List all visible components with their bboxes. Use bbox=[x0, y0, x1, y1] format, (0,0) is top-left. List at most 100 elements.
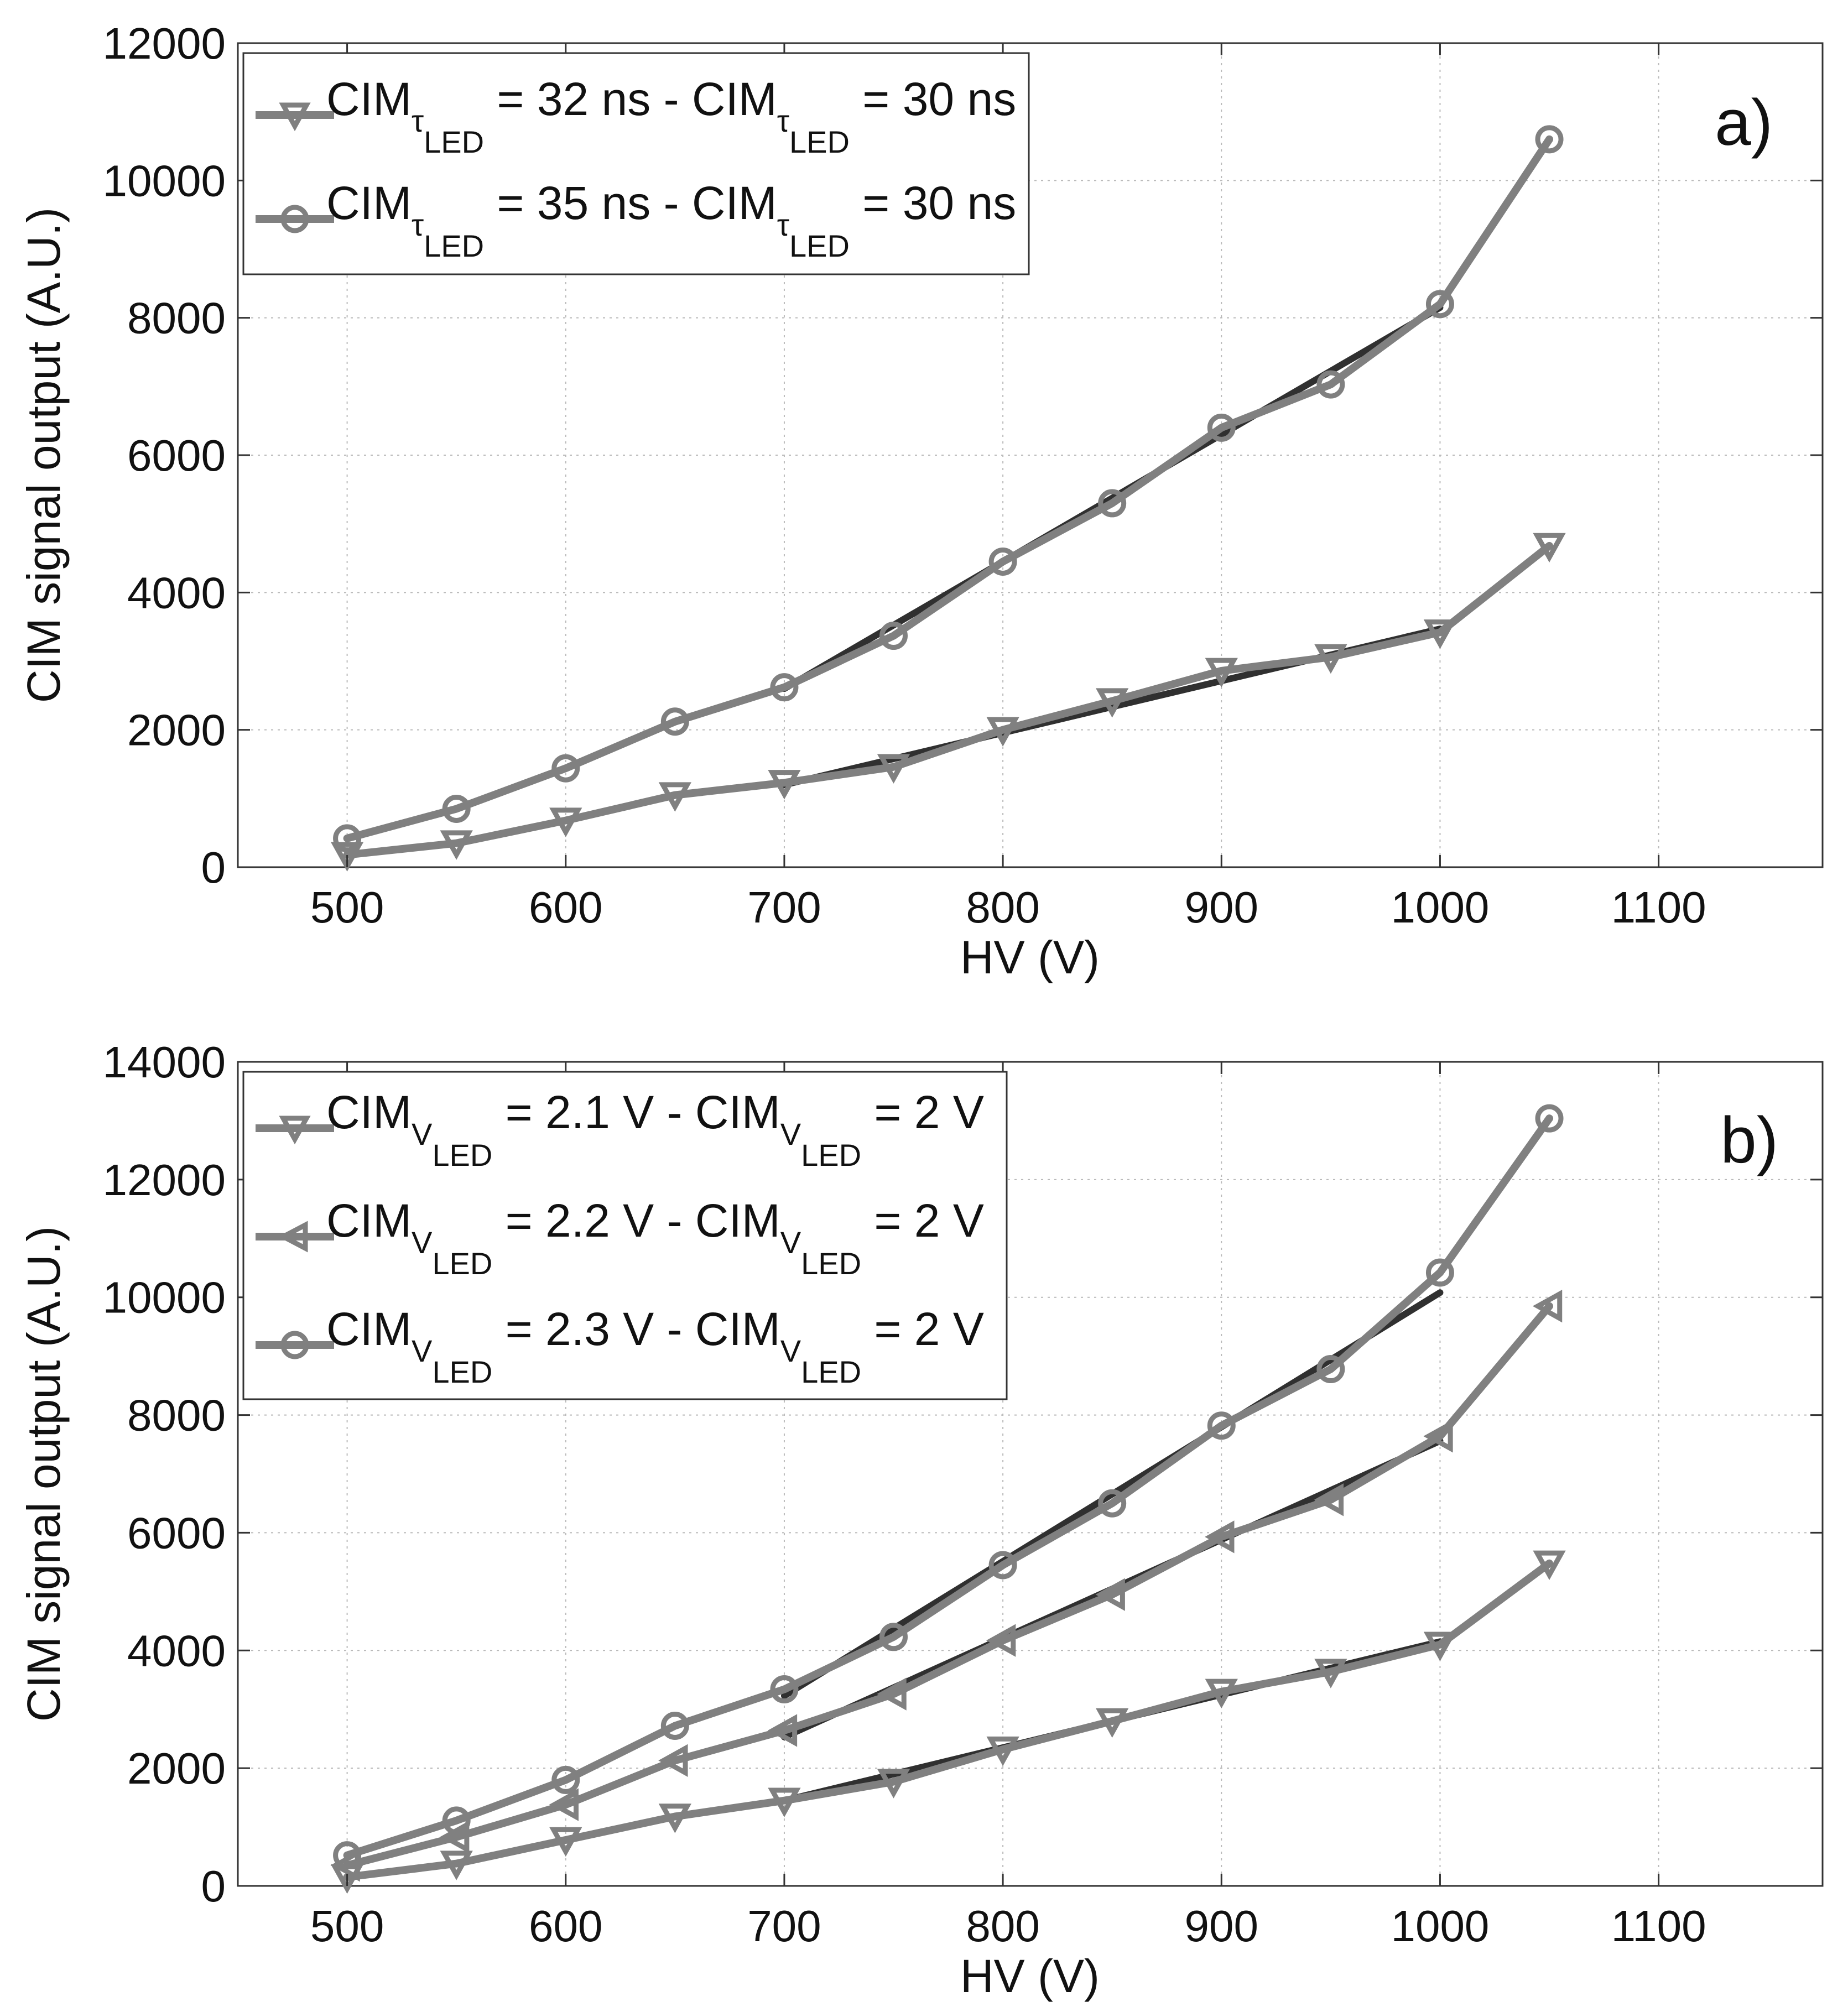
legend-entry-b-0: CIMVLED = 2.1 V - CIMVLED = 2 V bbox=[256, 1086, 984, 1172]
x-tick-label-b-5: 1000 bbox=[1391, 1901, 1489, 1951]
x-tick-label-b-1: 600 bbox=[529, 1901, 602, 1951]
data-point-a-1-9 bbox=[1316, 370, 1345, 399]
x-tick-label-b-6: 1100 bbox=[1611, 1901, 1706, 1951]
data-point-a-1-11 bbox=[1535, 125, 1564, 154]
legend-entry-b-2: CIMVLED = 2.3 V - CIMVLED = 2 V bbox=[256, 1303, 984, 1389]
legend-marker-triangle-down-a-0 bbox=[279, 102, 311, 132]
data-point-a-0-1 bbox=[440, 830, 473, 860]
data-point-b-0-3 bbox=[658, 1803, 691, 1833]
data-point-a-1-10 bbox=[1425, 290, 1454, 319]
legend-label-a-0: CIMτLED = 32 ns - CIMτLED = 30 ns bbox=[326, 73, 1016, 159]
tick-layer-b: 500 600 700 800 900 1000 1100 0 2000 4000 6000 8000… bbox=[103, 1038, 1823, 1951]
y-tick-label-b-1: 2000 bbox=[127, 1744, 226, 1793]
legend-marker-circle-b-2 bbox=[280, 1331, 309, 1359]
data-point-b-0-5 bbox=[877, 1769, 910, 1799]
series-line-b-2 bbox=[343, 1114, 1554, 1859]
y-tick-label-b-3: 6000 bbox=[127, 1508, 226, 1557]
data-point-b-0-1 bbox=[440, 1851, 473, 1880]
data-point-b-2-7 bbox=[1098, 1489, 1127, 1518]
y-axis-label-b: CIM signal output (A.U.) bbox=[18, 1226, 70, 1722]
legend-label-b-0: CIMVLED = 2.1 V - CIMVLED = 2 V bbox=[326, 1086, 984, 1172]
data-point-b-0-9 bbox=[1314, 1659, 1347, 1688]
data-point-b-0-8 bbox=[1205, 1679, 1238, 1708]
x-tick-label-a-5: 1000 bbox=[1391, 883, 1489, 932]
data-point-b-0-7 bbox=[1096, 1708, 1129, 1738]
data-point-a-0-9 bbox=[1314, 644, 1347, 674]
data-point-b-2-4 bbox=[770, 1675, 799, 1704]
data-point-a-0-11 bbox=[1533, 533, 1566, 563]
legend-box-a bbox=[242, 52, 1030, 275]
data-point-b-0-6 bbox=[986, 1736, 1019, 1766]
x-tick-label-a-2: 700 bbox=[747, 883, 821, 932]
x-axis-label-a: HV (V) bbox=[960, 931, 1100, 983]
x-tick-label-a-6: 1100 bbox=[1611, 883, 1706, 932]
y-tick-label-a-3: 6000 bbox=[127, 431, 226, 480]
x-tick-label-a-0: 500 bbox=[310, 883, 384, 932]
series-layer-b bbox=[330, 1104, 1566, 1894]
data-point-b-2-9 bbox=[1316, 1355, 1345, 1384]
legend-label-a-1: CIMτLED = 35 ns - CIMτLED = 30 ns bbox=[326, 177, 1016, 263]
chart-panel-a: 500 600 700 800 900 1000 1100 0 2000 4000 6000 8000… bbox=[18, 19, 1824, 983]
data-point-a-0-4 bbox=[768, 770, 801, 800]
data-point-a-0-5 bbox=[877, 754, 910, 784]
data-point-b-2-1 bbox=[442, 1806, 471, 1835]
data-point-a-1-5 bbox=[879, 622, 908, 650]
y-axis-label-a: CIM signal output (A.U.) bbox=[18, 207, 70, 703]
data-point-b-0-4 bbox=[768, 1787, 801, 1817]
x-tick-label-b-3: 800 bbox=[966, 1901, 1039, 1951]
legend-box-b bbox=[242, 1071, 1008, 1400]
data-point-a-0-7 bbox=[1096, 688, 1129, 718]
series-line-a-1 bbox=[343, 135, 1554, 842]
data-point-b-1-3 bbox=[658, 1744, 688, 1777]
data-point-b-1-7 bbox=[1095, 1578, 1125, 1611]
data-point-b-2-3 bbox=[660, 1712, 689, 1740]
y-tick-label-b-4: 8000 bbox=[127, 1391, 226, 1440]
y-tick-label-a-5: 10000 bbox=[103, 156, 226, 205]
legend-b: CIMVLED = 2.1 V - CIMVLED = 2 V CIMVLED … bbox=[242, 1071, 1008, 1400]
panel-label-b: b) bbox=[1720, 1104, 1778, 1177]
data-point-b-1-0 bbox=[330, 1849, 360, 1882]
x-tick-label-b-2: 700 bbox=[747, 1901, 821, 1951]
x-tick-label-b-0: 500 bbox=[310, 1901, 384, 1951]
data-point-b-2-6 bbox=[988, 1551, 1017, 1580]
data-point-a-0-2 bbox=[549, 807, 582, 837]
data-point-b-2-8 bbox=[1207, 1411, 1236, 1440]
data-point-a-0-6 bbox=[986, 717, 1019, 747]
data-point-b-1-8 bbox=[1205, 1520, 1235, 1554]
legend-label-b-2: CIMVLED = 2.3 V - CIMVLED = 2 V bbox=[326, 1303, 984, 1389]
x-axis-label-b: HV (V) bbox=[960, 1950, 1100, 2002]
series-layer-a bbox=[330, 125, 1566, 872]
panel-label-a: a) bbox=[1715, 86, 1773, 159]
data-point-a-1-4 bbox=[770, 673, 799, 702]
data-point-b-1-4 bbox=[767, 1714, 798, 1747]
legend-entry-a-0: CIMτLED = 32 ns - CIMτLED = 30 ns bbox=[256, 73, 1016, 159]
data-point-a-1-7 bbox=[1098, 489, 1127, 518]
y-tick-label-a-4: 8000 bbox=[127, 294, 226, 343]
data-point-b-2-2 bbox=[551, 1765, 580, 1794]
legend-marker-triangle-down-b-0 bbox=[279, 1116, 311, 1145]
data-point-b-1-5 bbox=[877, 1677, 907, 1711]
x-tick-label-a-3: 800 bbox=[966, 883, 1039, 932]
data-point-b-1-6 bbox=[986, 1624, 1016, 1657]
data-point-b-1-11 bbox=[1532, 1290, 1563, 1323]
grid-layer-a bbox=[238, 43, 1823, 867]
legend-marker-circle-a-1 bbox=[280, 205, 309, 233]
grid-layer-b bbox=[238, 1062, 1823, 1886]
data-point-b-2-0 bbox=[333, 1841, 362, 1870]
y-tick-label-a-6: 12000 bbox=[103, 19, 226, 68]
data-point-a-1-2 bbox=[551, 754, 580, 783]
data-point-b-2-10 bbox=[1425, 1258, 1454, 1287]
y-tick-label-b-0: 0 bbox=[201, 1862, 226, 1911]
data-point-b-2-11 bbox=[1535, 1104, 1564, 1133]
y-tick-label-b-5: 10000 bbox=[103, 1273, 226, 1322]
data-point-a-0-10 bbox=[1423, 619, 1457, 649]
y-tick-label-a-2: 4000 bbox=[127, 568, 226, 617]
data-point-a-1-6 bbox=[988, 547, 1017, 576]
data-point-b-1-2 bbox=[549, 1788, 579, 1821]
data-point-a-0-3 bbox=[658, 782, 691, 812]
y-tick-label-a-1: 2000 bbox=[127, 706, 226, 755]
series-line-b-1 bbox=[343, 1302, 1554, 1869]
series-line-a-0 bbox=[343, 541, 1554, 859]
